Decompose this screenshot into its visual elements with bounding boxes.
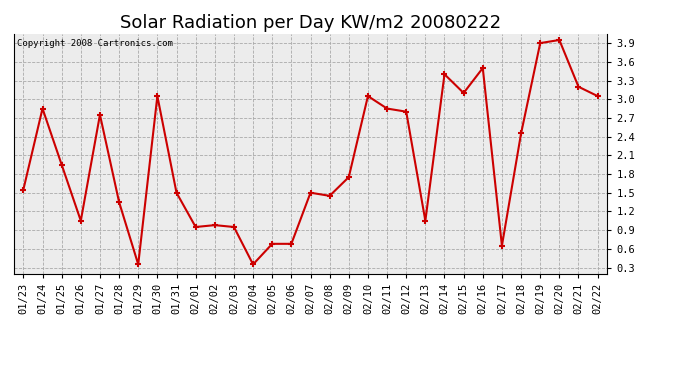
Title: Solar Radiation per Day KW/m2 20080222: Solar Radiation per Day KW/m2 20080222 xyxy=(120,14,501,32)
Text: Copyright 2008 Cartronics.com: Copyright 2008 Cartronics.com xyxy=(17,39,172,48)
